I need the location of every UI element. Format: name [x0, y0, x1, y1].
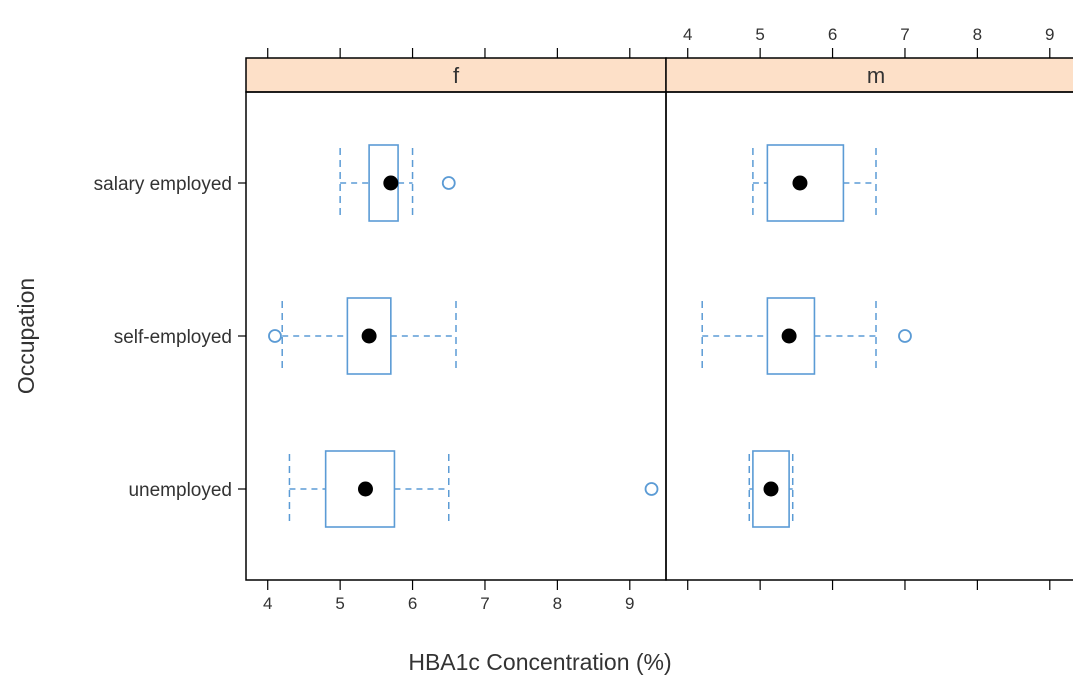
y-tick-label: unemployed: [128, 480, 232, 501]
boxplot-m-unemployed: [748, 450, 794, 528]
median-dot: [361, 328, 377, 344]
strip-f: [245, 57, 667, 93]
x-tick-label-bottom: 7: [480, 594, 489, 613]
boxplot-m-self-employed: [701, 297, 912, 375]
median-dot: [792, 175, 808, 191]
median-dot: [763, 481, 779, 497]
boxplot-f-self-employed: [268, 297, 457, 375]
x-tick-label-top: 7: [900, 25, 909, 44]
strip-m: [665, 57, 1073, 93]
outlier-point: [268, 329, 282, 343]
strip-label-f: f: [453, 63, 460, 88]
x-tick-label-bottom: 4: [263, 594, 272, 613]
x-tick-label-bottom: 8: [553, 594, 562, 613]
boxplot-f-unemployed: [288, 450, 659, 528]
x-tick-label-top: 4: [683, 25, 692, 44]
x-tick-label-top: 9: [1045, 25, 1054, 44]
median-dot: [357, 481, 373, 497]
x-tick-label-top: 8: [973, 25, 982, 44]
y-tick-label: self-employed: [114, 327, 232, 348]
median-dot: [781, 328, 797, 344]
x-tick-label-bottom: 6: [408, 594, 417, 613]
y-axis-title: Occupation: [13, 278, 39, 394]
boxplot-f-salary-employed: [339, 144, 456, 222]
outlier-point: [644, 482, 659, 496]
x-tick-label-bottom: 9: [625, 594, 634, 613]
median-dot: [383, 175, 399, 191]
strip-label-m: m: [867, 63, 885, 88]
x-tick-label-bottom: 5: [335, 594, 344, 613]
panel-frame-m: [665, 91, 1073, 581]
outlier-point: [898, 329, 912, 343]
x-tick-label-top: 6: [828, 25, 837, 44]
boxplot-m-salary-employed: [752, 144, 877, 222]
x-axis-title: HBA1c Concentration (%): [408, 649, 671, 675]
outlier-point: [441, 176, 456, 190]
x-tick-label-top: 5: [755, 25, 764, 44]
y-tick-label: salary employed: [94, 174, 232, 195]
